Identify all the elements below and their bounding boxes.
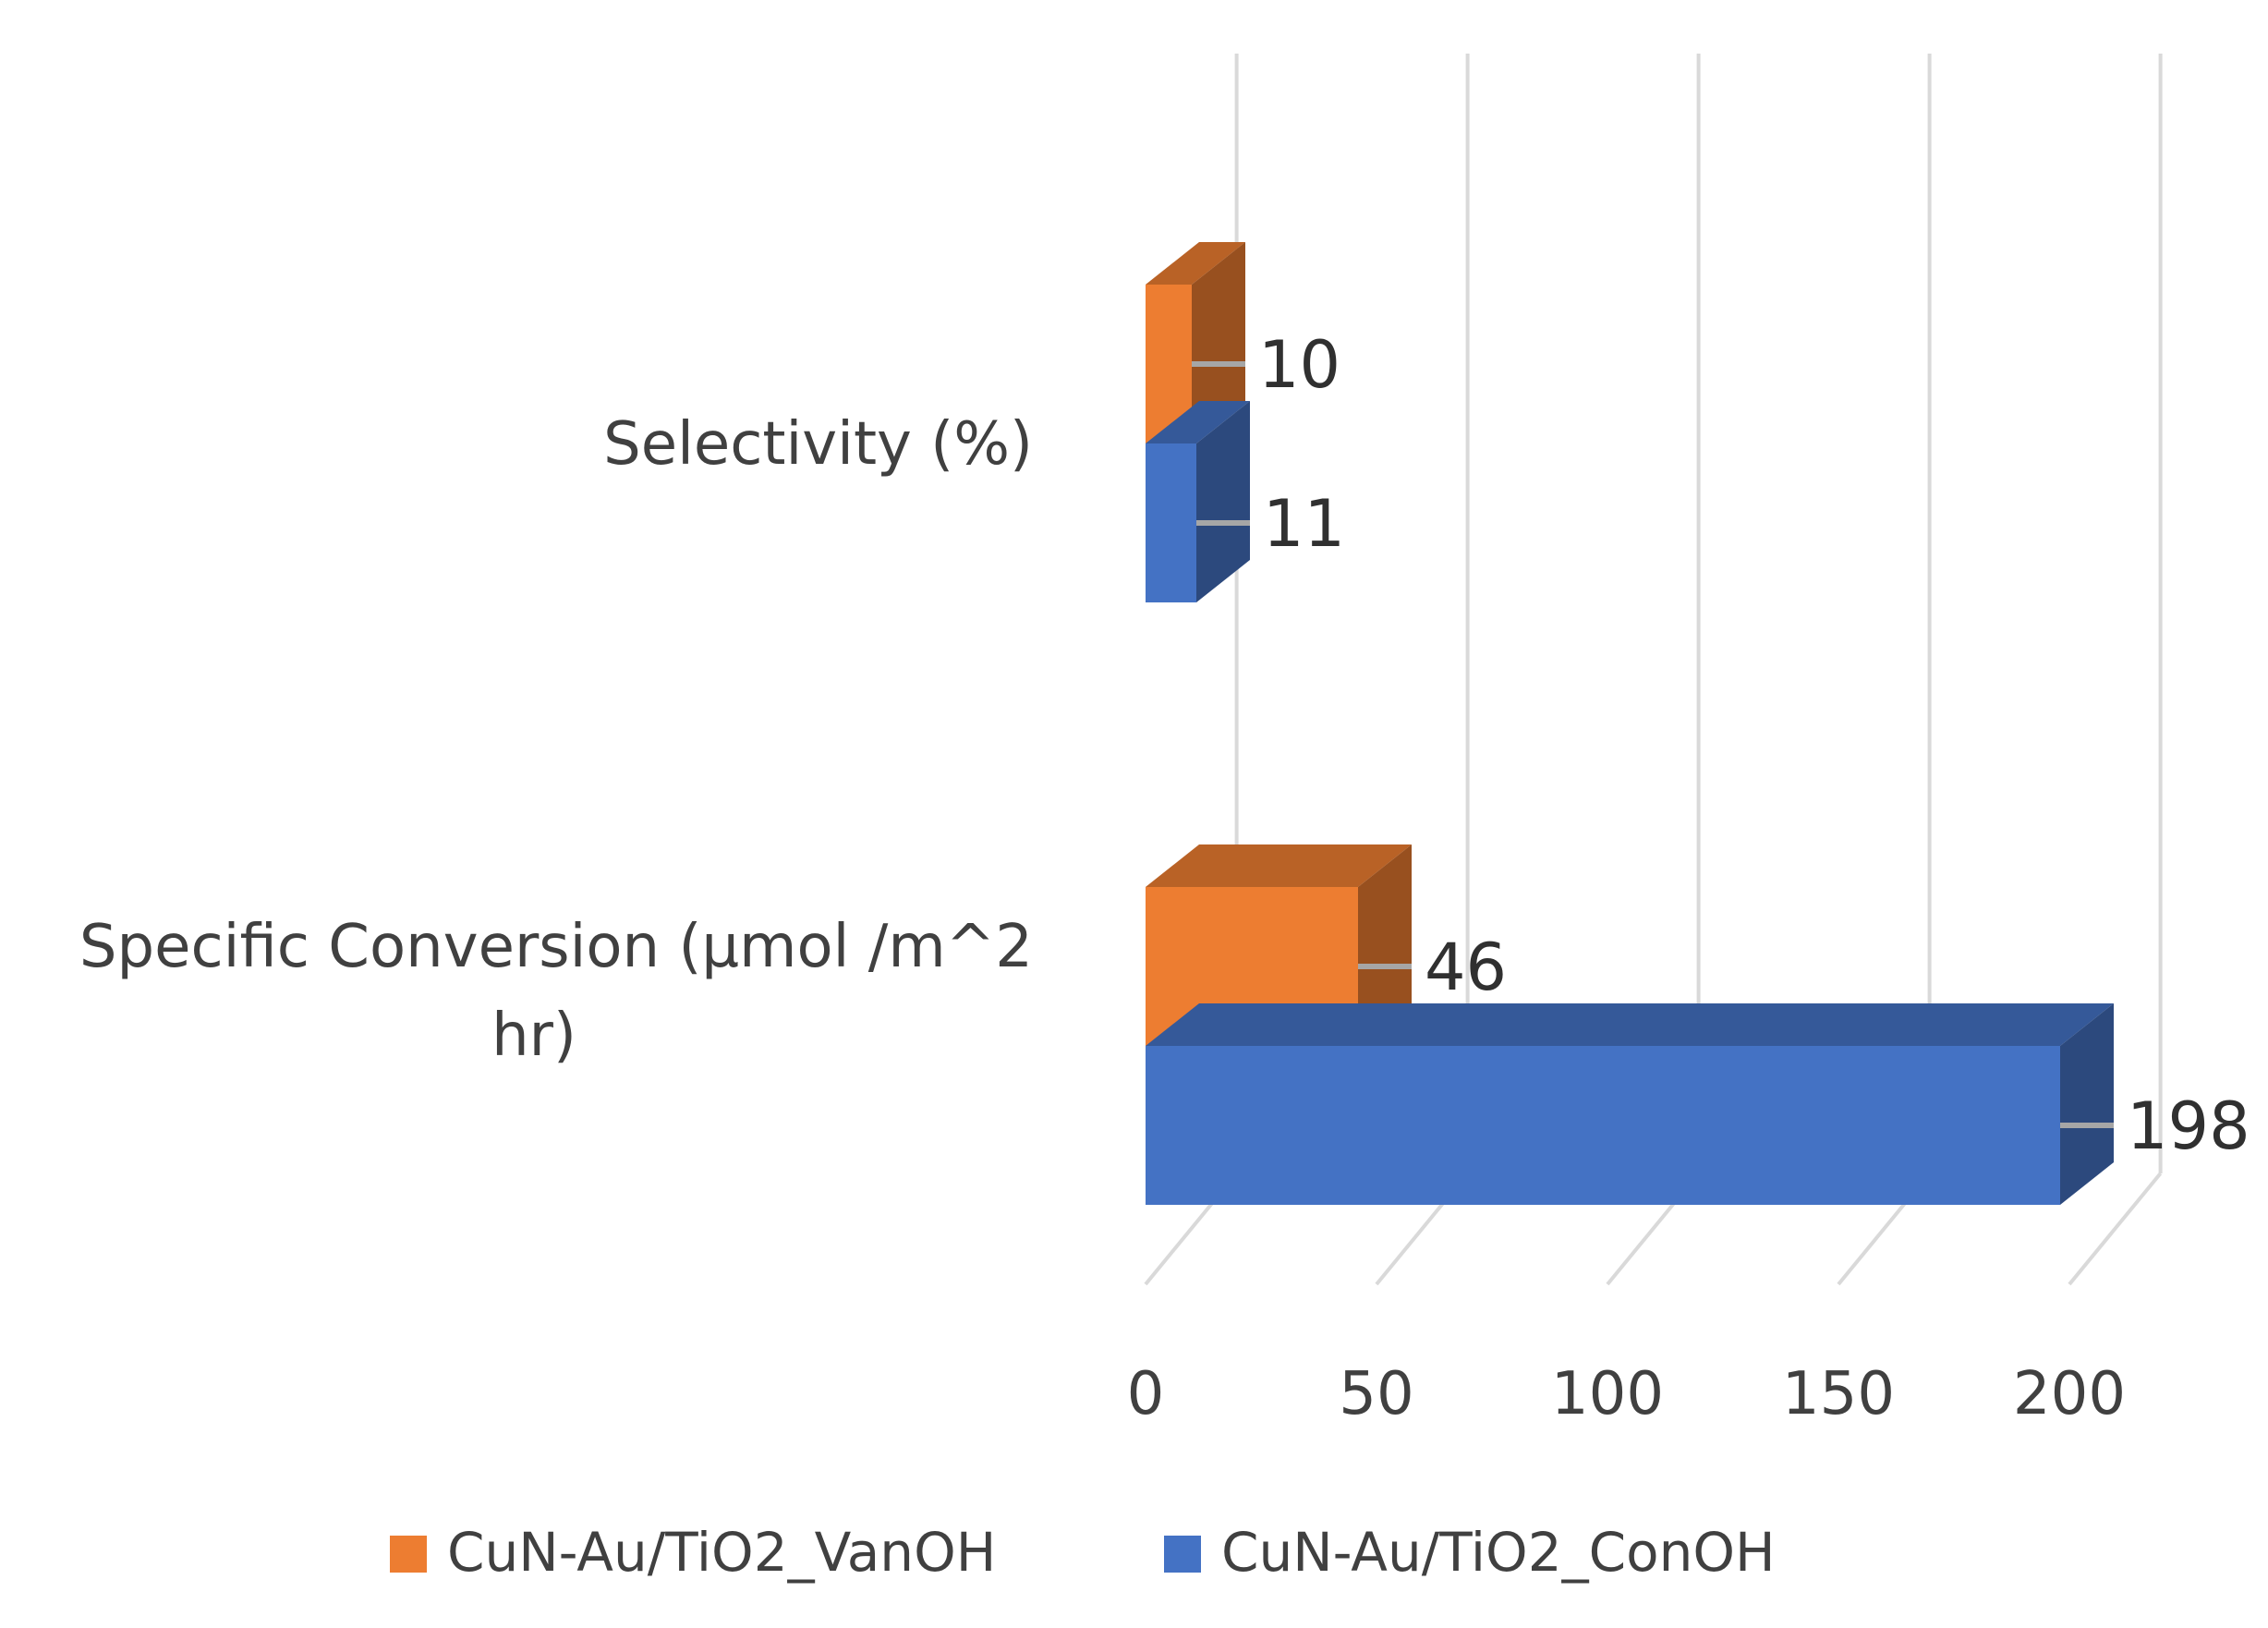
x-tick-label: 200 xyxy=(2013,1360,2126,1428)
legend-label: CuN-Au/TiO2_VanOH xyxy=(447,1521,996,1584)
category-label: hr) xyxy=(491,1002,576,1070)
legend-label: CuN-Au/TiO2_ConOH xyxy=(1221,1521,1776,1584)
x-tick-label: 50 xyxy=(1339,1360,1413,1428)
data-labels: 46 198 10 11 xyxy=(1192,327,2250,1164)
data-label-cun-au-tio2-conoh: 198 xyxy=(2127,1088,2250,1164)
x-tick-label: 0 xyxy=(1127,1360,1165,1428)
category-label: Selectivity (%) xyxy=(603,410,1033,479)
bar-cun-au-tio2-conoh xyxy=(1146,443,1196,602)
legend-swatch xyxy=(390,1536,427,1573)
x-tick-label: 150 xyxy=(1782,1360,1895,1428)
data-label-cun-au-tio2-vanoh: 10 xyxy=(1258,327,1340,403)
bar-top-cun-au-tio2-vanoh xyxy=(1146,844,1412,887)
bar-cun-au-tio2-conoh xyxy=(1146,1046,2060,1205)
bar-side-cun-au-tio2-vanoh xyxy=(1192,242,1245,443)
bar-top-cun-au-tio2-conoh xyxy=(1146,401,1250,443)
bar-top-cun-au-tio2-conoh xyxy=(1146,1003,2114,1046)
category-label: Specific Conversion (µmol /m^2 xyxy=(79,913,1033,981)
bars xyxy=(1146,242,2114,1205)
legend: CuN-Au/TiO2_VanOH CuN-Au/TiO2_ConOH xyxy=(390,1521,1776,1584)
bar-top-cun-au-tio2-vanoh xyxy=(1146,242,1245,285)
data-label-cun-au-tio2-conoh: 11 xyxy=(1263,486,1345,562)
bar-side-cun-au-tio2-vanoh xyxy=(1358,844,1412,1046)
data-label-cun-au-tio2-vanoh: 46 xyxy=(1425,929,1507,1005)
bar-side-cun-au-tio2-conoh xyxy=(2060,1003,2114,1205)
x-tick-label: 100 xyxy=(1551,1360,1664,1428)
axes: 0 50 100 150 200 Specific Conversion (µmol /m… xyxy=(79,410,2126,1428)
legend-swatch xyxy=(1164,1536,1201,1573)
floor-gridline-4 xyxy=(2068,1172,2163,1286)
bar-side-cun-au-tio2-conoh xyxy=(1196,401,1250,602)
